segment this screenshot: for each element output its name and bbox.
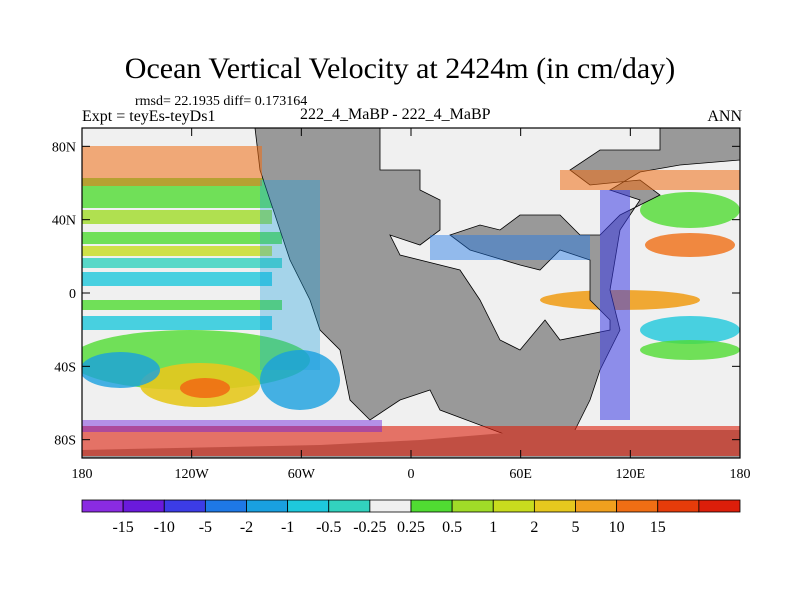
x-axis: 180 120W 60W 0 60E 120E 180: [72, 128, 751, 482]
y-tick-label: 0: [69, 287, 76, 302]
chart-title: Ocean Vertical Velocity at 2424m (in cm/…: [124, 52, 676, 85]
colorbar-swatch: [533, 499, 576, 513]
colorbar-swatch: [81, 499, 124, 513]
coastal-band: [560, 170, 740, 190]
coastal-band: [82, 146, 262, 186]
colorbar-label: -10: [154, 519, 175, 536]
map-field: [82, 128, 740, 458]
colorbar-swatch: [698, 499, 741, 513]
colorbar-swatch: [616, 499, 659, 513]
coastal-band: [82, 420, 382, 432]
colorbar-label: -5: [199, 519, 212, 536]
y-tick-label: 40N: [52, 214, 76, 229]
colorbar-swatch: [287, 499, 330, 513]
ocean-band: [82, 246, 272, 256]
ocean-band: [82, 272, 272, 286]
coastal-band: [600, 190, 630, 420]
colorbar-swatch: [492, 499, 535, 513]
ocean-band: [82, 258, 282, 268]
ocean-blob: [640, 192, 740, 228]
x-tick-label: 60E: [509, 467, 532, 482]
land-mass: [254, 128, 740, 441]
coastal-band: [260, 180, 320, 370]
x-tick-label: 60W: [288, 467, 316, 482]
colorbar-swatch: [328, 499, 371, 513]
ocean-blob: [640, 340, 740, 360]
y-tick-label: 40S: [54, 360, 76, 375]
ocean-blob: [180, 378, 230, 398]
colorbar-label: 0.25: [397, 519, 425, 536]
coastal-band: [430, 235, 590, 260]
x-tick-label: 180: [730, 467, 751, 482]
ocean-band: [82, 210, 272, 224]
y-axis: 80N 40N 0 40S 80S: [52, 140, 740, 449]
colorbar-swatch: [451, 499, 494, 513]
ocean-blob: [645, 233, 735, 257]
colorbar-swatch: [122, 499, 165, 513]
colorbar-label: -0.25: [353, 519, 386, 536]
y-tick-label: 80N: [52, 140, 76, 155]
x-tick-label: 180: [72, 467, 93, 482]
ocean-blob: [640, 316, 740, 344]
colorbar-label: 2: [530, 519, 538, 536]
ocean-band: [82, 316, 272, 330]
colorbar-label: 15: [650, 519, 666, 536]
colorbar-label: -2: [240, 519, 253, 536]
colorbar-label: 5: [572, 519, 580, 536]
x-tick-label: 120E: [616, 467, 646, 482]
colorbar-swatch: [410, 499, 453, 513]
x-tick-label: 0: [408, 467, 415, 482]
colorbar-label: -1: [281, 519, 294, 536]
x-tick-label: 120W: [175, 467, 210, 482]
y-tick-label: 80S: [54, 434, 76, 449]
colorbar: -15 -10 -5 -2 -1 -0.5 -0.25 0.25 0.5 1 2 5 10 15: [81, 499, 741, 536]
ocean-blob: [82, 352, 160, 388]
colorbar-label: -0.5: [316, 519, 341, 536]
season-label: ANN: [707, 108, 742, 125]
colorbar-swatch: [369, 499, 412, 513]
colorbar-label: -15: [112, 519, 133, 536]
colorbar-label: 0.5: [442, 519, 462, 536]
experiment-label: Expt = teyEs-teyDs1: [82, 108, 216, 125]
colorbar-swatch: [657, 499, 700, 513]
center-label: 222_4_MaBP - 222_4_MaBP: [300, 106, 491, 123]
colorbar-swatch: [163, 499, 206, 513]
colorbar-swatch: [575, 499, 618, 513]
colorbar-swatch: [204, 499, 247, 513]
ocean-band: [82, 232, 282, 244]
colorbar-label: 1: [489, 519, 497, 536]
stats-label: rmsd= 22.1935 diff= 0.173164: [135, 94, 308, 109]
ocean-band: [82, 300, 282, 310]
ocean-blob: [260, 350, 340, 410]
colorbar-swatch: [246, 499, 289, 513]
colorbar-label: 10: [609, 519, 625, 536]
